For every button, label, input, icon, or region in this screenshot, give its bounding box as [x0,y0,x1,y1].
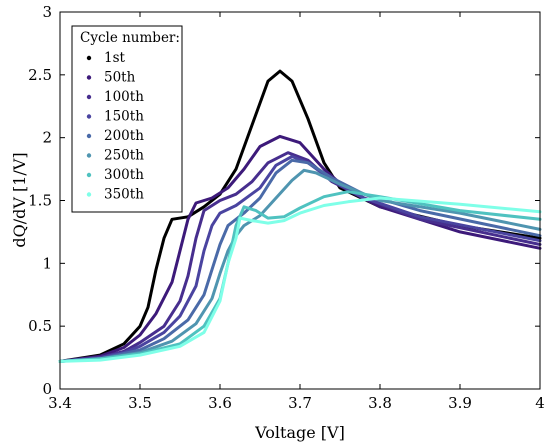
legend-label-200th: 200th [104,128,144,144]
legend-label-100th: 100th [104,89,144,105]
x-tick-label: 3.9 [448,394,472,412]
legend-label-250th: 250th [104,148,144,164]
legend-label-300th: 300th [104,167,144,183]
legend: Cycle number: 1st 50th 100th 150th 200th 250t… [71,25,183,213]
y-tick-label: 2.5 [28,66,52,84]
legend-marker-300th [86,172,92,178]
x-tick-label: 3.4 [48,394,72,412]
y-tick-label: 0 [42,380,52,398]
x-tick-label: 4 [535,394,545,412]
y-axis-title: dQ/dV [1/V] [10,152,29,247]
series-line-300th [58,190,542,363]
legend-items: 1st 50th 100th 150th 200th 250th 300th 350th [86,50,144,203]
y-tick-label: 3 [42,3,52,21]
y-tick-label: 1 [42,254,52,272]
x-tick-label: 3.5 [128,394,152,412]
series-layer [58,69,542,363]
legend-title: Cycle number: [80,30,180,46]
legend-marker-100th [86,94,92,100]
legend-label-150th: 150th [104,109,144,125]
series-line-200th [58,158,542,363]
series-line-350th [58,196,542,363]
legend-marker-150th [86,114,92,119]
series-line-250th [58,168,542,363]
ticks-layer: 3.4 3.5 3.6 3.7 3.8 3.9 4 0 0.5 1 1.5 2 2.5 3 [28,3,545,412]
legend-label-350th: 350th [104,187,144,203]
legend-marker-50th [86,75,92,80]
legend-marker-1st [86,55,92,61]
legend-marker-350th [86,192,92,197]
y-tick-label: 0.5 [28,317,52,335]
y-tick-label: 2 [42,129,52,147]
legend-label-1st: 1st [104,50,126,66]
legend-marker-250th [86,153,92,158]
legend-label-50th: 50th [104,70,136,86]
x-tick-label: 3.6 [208,394,232,412]
y-tick-label: 1.5 [28,192,52,210]
legend-marker-200th [86,133,92,139]
x-tick-label: 3.7 [288,394,312,412]
x-axis-title: Voltage [V] [254,423,345,442]
x-tick-label: 3.8 [368,394,392,412]
